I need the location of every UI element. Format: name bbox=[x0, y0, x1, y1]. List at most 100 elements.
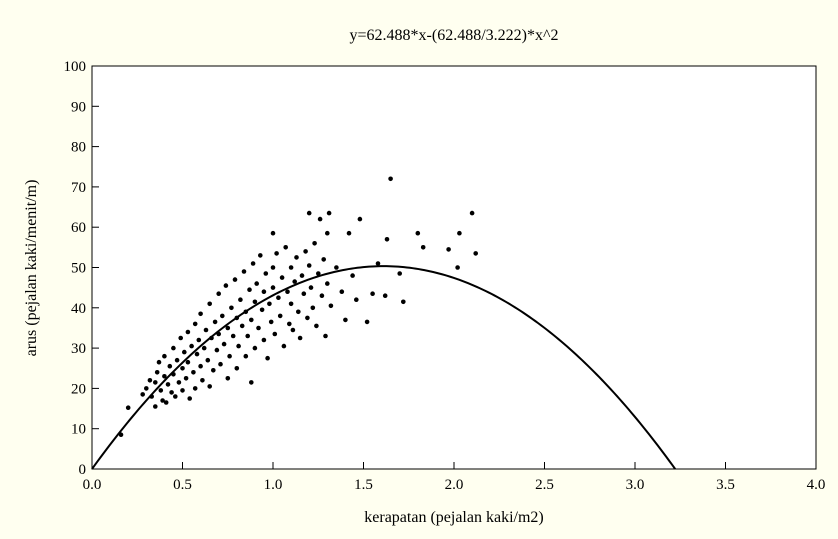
data-point bbox=[229, 305, 234, 311]
data-point bbox=[469, 210, 475, 216]
data-point bbox=[245, 333, 250, 339]
data-point bbox=[297, 335, 303, 341]
data-point bbox=[167, 363, 173, 369]
data-point bbox=[196, 337, 202, 343]
data-point bbox=[375, 261, 381, 266]
data-point bbox=[272, 331, 278, 337]
data-point bbox=[316, 271, 321, 276]
data-point bbox=[287, 321, 292, 327]
data-point bbox=[325, 230, 330, 236]
x-tick-label: 4.0 bbox=[807, 477, 826, 493]
data-point bbox=[276, 295, 281, 301]
data-point bbox=[239, 323, 245, 329]
data-point bbox=[281, 343, 287, 349]
data-point bbox=[180, 388, 185, 393]
data-point bbox=[261, 337, 267, 343]
data-point bbox=[305, 315, 310, 321]
data-point bbox=[156, 359, 162, 365]
data-point bbox=[283, 245, 289, 250]
data-point bbox=[185, 359, 191, 365]
fit-curve bbox=[91, 265, 676, 470]
data-point bbox=[268, 319, 274, 325]
data-point bbox=[326, 210, 332, 216]
data-point bbox=[292, 279, 298, 284]
data-point bbox=[473, 251, 479, 256]
y-tick-label: 80 bbox=[71, 140, 86, 156]
data-point bbox=[415, 230, 421, 236]
data-point bbox=[265, 355, 270, 361]
data-point bbox=[234, 366, 240, 371]
data-point bbox=[270, 230, 276, 236]
data-point bbox=[162, 374, 167, 379]
data-point bbox=[279, 275, 285, 280]
data-point bbox=[288, 301, 294, 307]
x-tick-label: 3.0 bbox=[626, 477, 645, 493]
data-point bbox=[306, 210, 312, 216]
data-point bbox=[357, 216, 363, 222]
data-point bbox=[319, 293, 325, 299]
data-point bbox=[310, 305, 316, 311]
data-point bbox=[232, 277, 238, 282]
data-point bbox=[216, 291, 221, 297]
scatter-points bbox=[118, 176, 479, 438]
data-point bbox=[227, 353, 232, 359]
data-point bbox=[296, 309, 301, 315]
data-point bbox=[207, 301, 212, 307]
data-point bbox=[455, 265, 460, 270]
data-point bbox=[312, 241, 317, 246]
data-point bbox=[189, 343, 194, 349]
chart-title: y=62.488*x-(62.488/3.222)*x^2 bbox=[350, 27, 559, 44]
data-point bbox=[225, 376, 231, 381]
data-point bbox=[457, 230, 462, 236]
y-tick-label: 40 bbox=[71, 301, 86, 317]
data-point bbox=[125, 405, 131, 411]
data-point bbox=[236, 343, 241, 349]
y-tick-label: 60 bbox=[71, 220, 86, 236]
y-tick-label: 70 bbox=[71, 180, 86, 196]
data-point bbox=[203, 327, 209, 333]
data-point bbox=[258, 253, 263, 258]
data-point bbox=[144, 386, 149, 391]
data-point bbox=[274, 251, 279, 256]
data-point bbox=[328, 303, 334, 309]
data-point bbox=[290, 327, 296, 333]
data-point bbox=[252, 299, 258, 305]
x-axis-title: kerapatan (pejalan kaki/m2) bbox=[364, 509, 543, 526]
data-point bbox=[354, 297, 359, 303]
data-point bbox=[270, 285, 276, 290]
data-point bbox=[214, 347, 220, 353]
data-point bbox=[321, 257, 327, 262]
data-point bbox=[263, 271, 269, 276]
data-point bbox=[325, 281, 330, 286]
plot-area bbox=[91, 65, 817, 470]
data-point bbox=[382, 293, 388, 299]
data-point bbox=[198, 311, 203, 317]
data-point bbox=[299, 273, 305, 278]
data-point bbox=[220, 313, 225, 319]
y-axis-title: arus (pejalan kaki/menit/m) bbox=[23, 180, 40, 357]
data-point bbox=[323, 333, 328, 339]
data-point bbox=[254, 281, 259, 286]
y-tick-label: 50 bbox=[71, 261, 86, 277]
data-point bbox=[420, 245, 426, 250]
data-point bbox=[205, 357, 211, 363]
data-point bbox=[218, 361, 223, 367]
data-point bbox=[364, 319, 370, 325]
data-point bbox=[174, 357, 180, 363]
data-point bbox=[314, 323, 319, 329]
data-point bbox=[185, 329, 191, 335]
y-tick-label: 100 bbox=[64, 59, 87, 75]
data-point bbox=[247, 287, 252, 293]
data-point bbox=[317, 216, 323, 222]
y-tick-label: 10 bbox=[71, 422, 86, 438]
data-point bbox=[252, 345, 258, 351]
data-point bbox=[173, 394, 178, 399]
data-point bbox=[238, 297, 243, 303]
data-point bbox=[140, 392, 145, 397]
data-point bbox=[147, 378, 153, 383]
x-tick-label: 3.5 bbox=[716, 477, 735, 493]
data-point bbox=[230, 333, 236, 339]
data-point bbox=[207, 384, 212, 389]
data-point bbox=[277, 313, 283, 319]
